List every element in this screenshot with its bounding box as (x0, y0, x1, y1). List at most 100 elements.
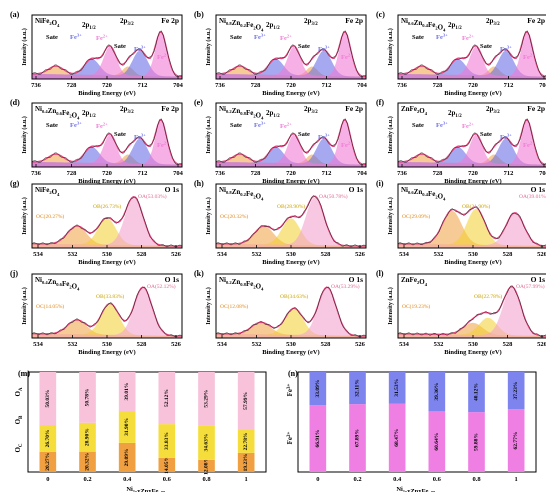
x-axis-label: Binding Energy (eV) (78, 259, 135, 266)
sate-label: Sate (114, 43, 126, 50)
x-tick-label: 720 (102, 170, 112, 177)
fe3-label: Fe3+ (318, 133, 330, 141)
bar-oc-5 (237, 452, 255, 472)
panel-tag: (g) (10, 179, 20, 188)
x-tick-label: 712 (504, 170, 514, 177)
bar-oc-4 (198, 459, 215, 472)
x-tick-label: 736 (397, 82, 408, 89)
peak-label-2p12: 2p1/2 (82, 109, 96, 119)
x-tick-label: 534 (399, 341, 410, 348)
x-tick-label: 530 (102, 341, 112, 348)
peak-label-2p32: 2p3/2 (304, 105, 318, 115)
bar-value-label: 28.90% (85, 428, 91, 446)
x-tick-label: 720 (468, 82, 478, 89)
x-tick-label: 0.6 (433, 476, 442, 483)
x-tick-label: 712 (504, 82, 514, 89)
panel-tag: (l) (376, 269, 384, 278)
region-label: Fe 2p (345, 16, 363, 25)
bar-value-label: 68.47% (394, 429, 400, 447)
fe2p-panel-3: 736 728 720 712 704 Binding Energy (eV) Intens… (10, 98, 184, 185)
peak-label-2p32: 2p3/2 (304, 17, 318, 27)
fe2-label: Fe2+ (523, 53, 535, 61)
fe2-label: Fe2+ (462, 34, 474, 42)
y-axis-label: Intensity (a.u.) (387, 287, 394, 325)
x-tick-label: 0.8 (202, 476, 211, 483)
x-tick-label: 534 (33, 251, 44, 258)
fe3-label: Fe3+ (318, 45, 330, 53)
peak-label-2p32: 2p3/2 (120, 105, 134, 115)
fe3-label: Fe3+ (436, 121, 448, 129)
bar-value-label: 50.78% (85, 388, 91, 406)
o1s-plot: 534 532 530 528 526 (31, 273, 183, 348)
fe2p-panel-2: 736 728 720 712 704 Binding Energy (eV) Intens… (376, 10, 546, 97)
x-axis-label: Binding Energy (eV) (262, 349, 319, 356)
envelope-line (215, 195, 367, 247)
bar-fe3-5 (507, 372, 525, 410)
y-axis-label: Intensity (a.u.) (21, 116, 28, 154)
region-label: O 1s (531, 275, 545, 284)
raw-data-line (397, 118, 546, 165)
o1s-panel-1: 534 532 530 528 526 Binding Energy (eV) Intens… (194, 179, 367, 266)
sate-label: Sate (230, 34, 242, 41)
x-axis-label: Binding Energy (eV) (444, 178, 501, 185)
fe2p-plot: 736 728 720 712 704 (31, 102, 184, 177)
o1s-panel-3: 534 532 530 528 526 Binding Energy (eV) Intens… (10, 269, 183, 356)
sate-label: Sate (46, 122, 58, 129)
panel-tag: (c) (376, 10, 385, 19)
bar-oa-1 (79, 372, 96, 423)
sate-label: Sate (298, 131, 310, 138)
sate-label: Sate (480, 43, 492, 50)
x-tick-label: 0 (316, 476, 319, 483)
x-tick-label: 528 (321, 341, 332, 348)
region-label: Fe 2p (161, 104, 179, 113)
peak-label-2p12: 2p1/2 (82, 21, 96, 31)
fe3-label: Fe3+ (134, 45, 146, 53)
sate-label: Sate (298, 43, 310, 50)
bar-oa-4 (198, 372, 215, 426)
x-tick-label: 526 (537, 341, 546, 348)
x-axis-label: Binding Energy (eV) (444, 259, 501, 266)
x-tick-label: 704 (357, 170, 368, 177)
fe2p-panel-4: 736 728 720 712 704 Binding Energy (eV) Intens… (194, 98, 368, 185)
bar-chart-(m): (m) 20.27% 26.70% 50.03% 0 20.32% 28.90% 50.78%… (14, 369, 267, 492)
ob-peak (32, 218, 182, 248)
x-tick-label: 532 (68, 341, 78, 348)
bar-oc-0 (39, 451, 57, 472)
bar-oc-3 (158, 457, 176, 472)
x-tick-label: 704 (173, 170, 184, 177)
o1s-panel-2: 534 532 530 528 526 Binding Energy (eV) Intens… (376, 179, 546, 266)
ob-label: OB(22.78%) (474, 293, 502, 300)
bar-chart-(n): (n) 66.91% 33.09% 0 67.89% 32.11% 0.2 68.47% 31.… (286, 369, 537, 492)
peak-label-2p32: 2p3/2 (486, 105, 500, 115)
sample-label: Ni0.8Zn0.2Fe2O4 (219, 17, 264, 32)
bar-value-label: 32.11% (355, 379, 361, 397)
sample-label: Ni0.8Zn0.2Fe2O4 (219, 186, 264, 201)
x-tick-label: 534 (217, 251, 228, 258)
sample-label: ZnFe2O4 (401, 105, 428, 116)
sate-label: Sate (46, 34, 58, 41)
fe2-label: Fe2+ (280, 34, 292, 42)
x-axis-label: Binding Energy (eV) (78, 349, 135, 356)
series-label-fe2: Fe2+ (286, 431, 294, 444)
oa-label: OA(53.03%) (138, 193, 167, 200)
series-label-oc: OC (14, 443, 24, 452)
region-label: Fe 2p (345, 104, 363, 113)
x-tick-label: 530 (102, 251, 112, 258)
x-tick-label: 736 (31, 82, 42, 89)
fe2p-plot: 736 728 720 712 704 (215, 102, 368, 177)
peak-label-2p12: 2p1/2 (448, 21, 462, 31)
x-tick-label: 532 (252, 341, 262, 348)
fe3-label: Fe3+ (134, 133, 146, 141)
bar-fe2-5 (507, 409, 525, 472)
region-label: Fe 2p (527, 16, 545, 25)
x-tick-label: 712 (322, 170, 332, 177)
fe2-label: Fe2+ (157, 141, 169, 149)
oa-label: OA(52.12%) (147, 283, 176, 290)
x-tick-label: 728 (67, 82, 78, 89)
panel-tag: (j) (10, 269, 18, 278)
x-tick-label: 528 (503, 251, 514, 258)
bar-value-label: 39.01% (124, 383, 130, 401)
fe2p-plot: 736 728 720 712 704 (31, 14, 184, 89)
bar-value-label: 33.83% (164, 432, 170, 450)
ob-label: OB(33.83%) (96, 293, 124, 300)
